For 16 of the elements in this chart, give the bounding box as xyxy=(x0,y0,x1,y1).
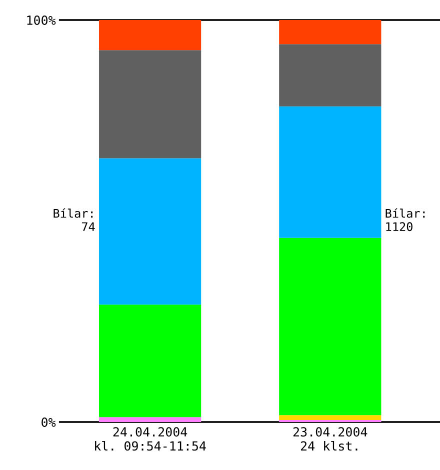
annotation: Bílar: 74 xyxy=(54,208,95,231)
bar xyxy=(98,158,202,305)
annotation: Bílar: 1120 xyxy=(386,208,425,232)
bar xyxy=(98,304,202,418)
bar xyxy=(279,238,382,416)
x-tick-label: 23.04.2004 24 klst. xyxy=(293,427,368,451)
bar xyxy=(279,106,382,238)
bar xyxy=(98,20,202,50)
bar xyxy=(279,20,382,44)
bar xyxy=(98,417,202,422)
bar xyxy=(98,50,202,158)
bar xyxy=(279,415,382,420)
y-tick-label: 100% xyxy=(27,16,56,25)
bar xyxy=(279,44,382,106)
x-tick-label: 24.04.2004 kl. 09:54-11:54 xyxy=(95,427,206,451)
y-tick-label: 0% xyxy=(42,418,56,427)
